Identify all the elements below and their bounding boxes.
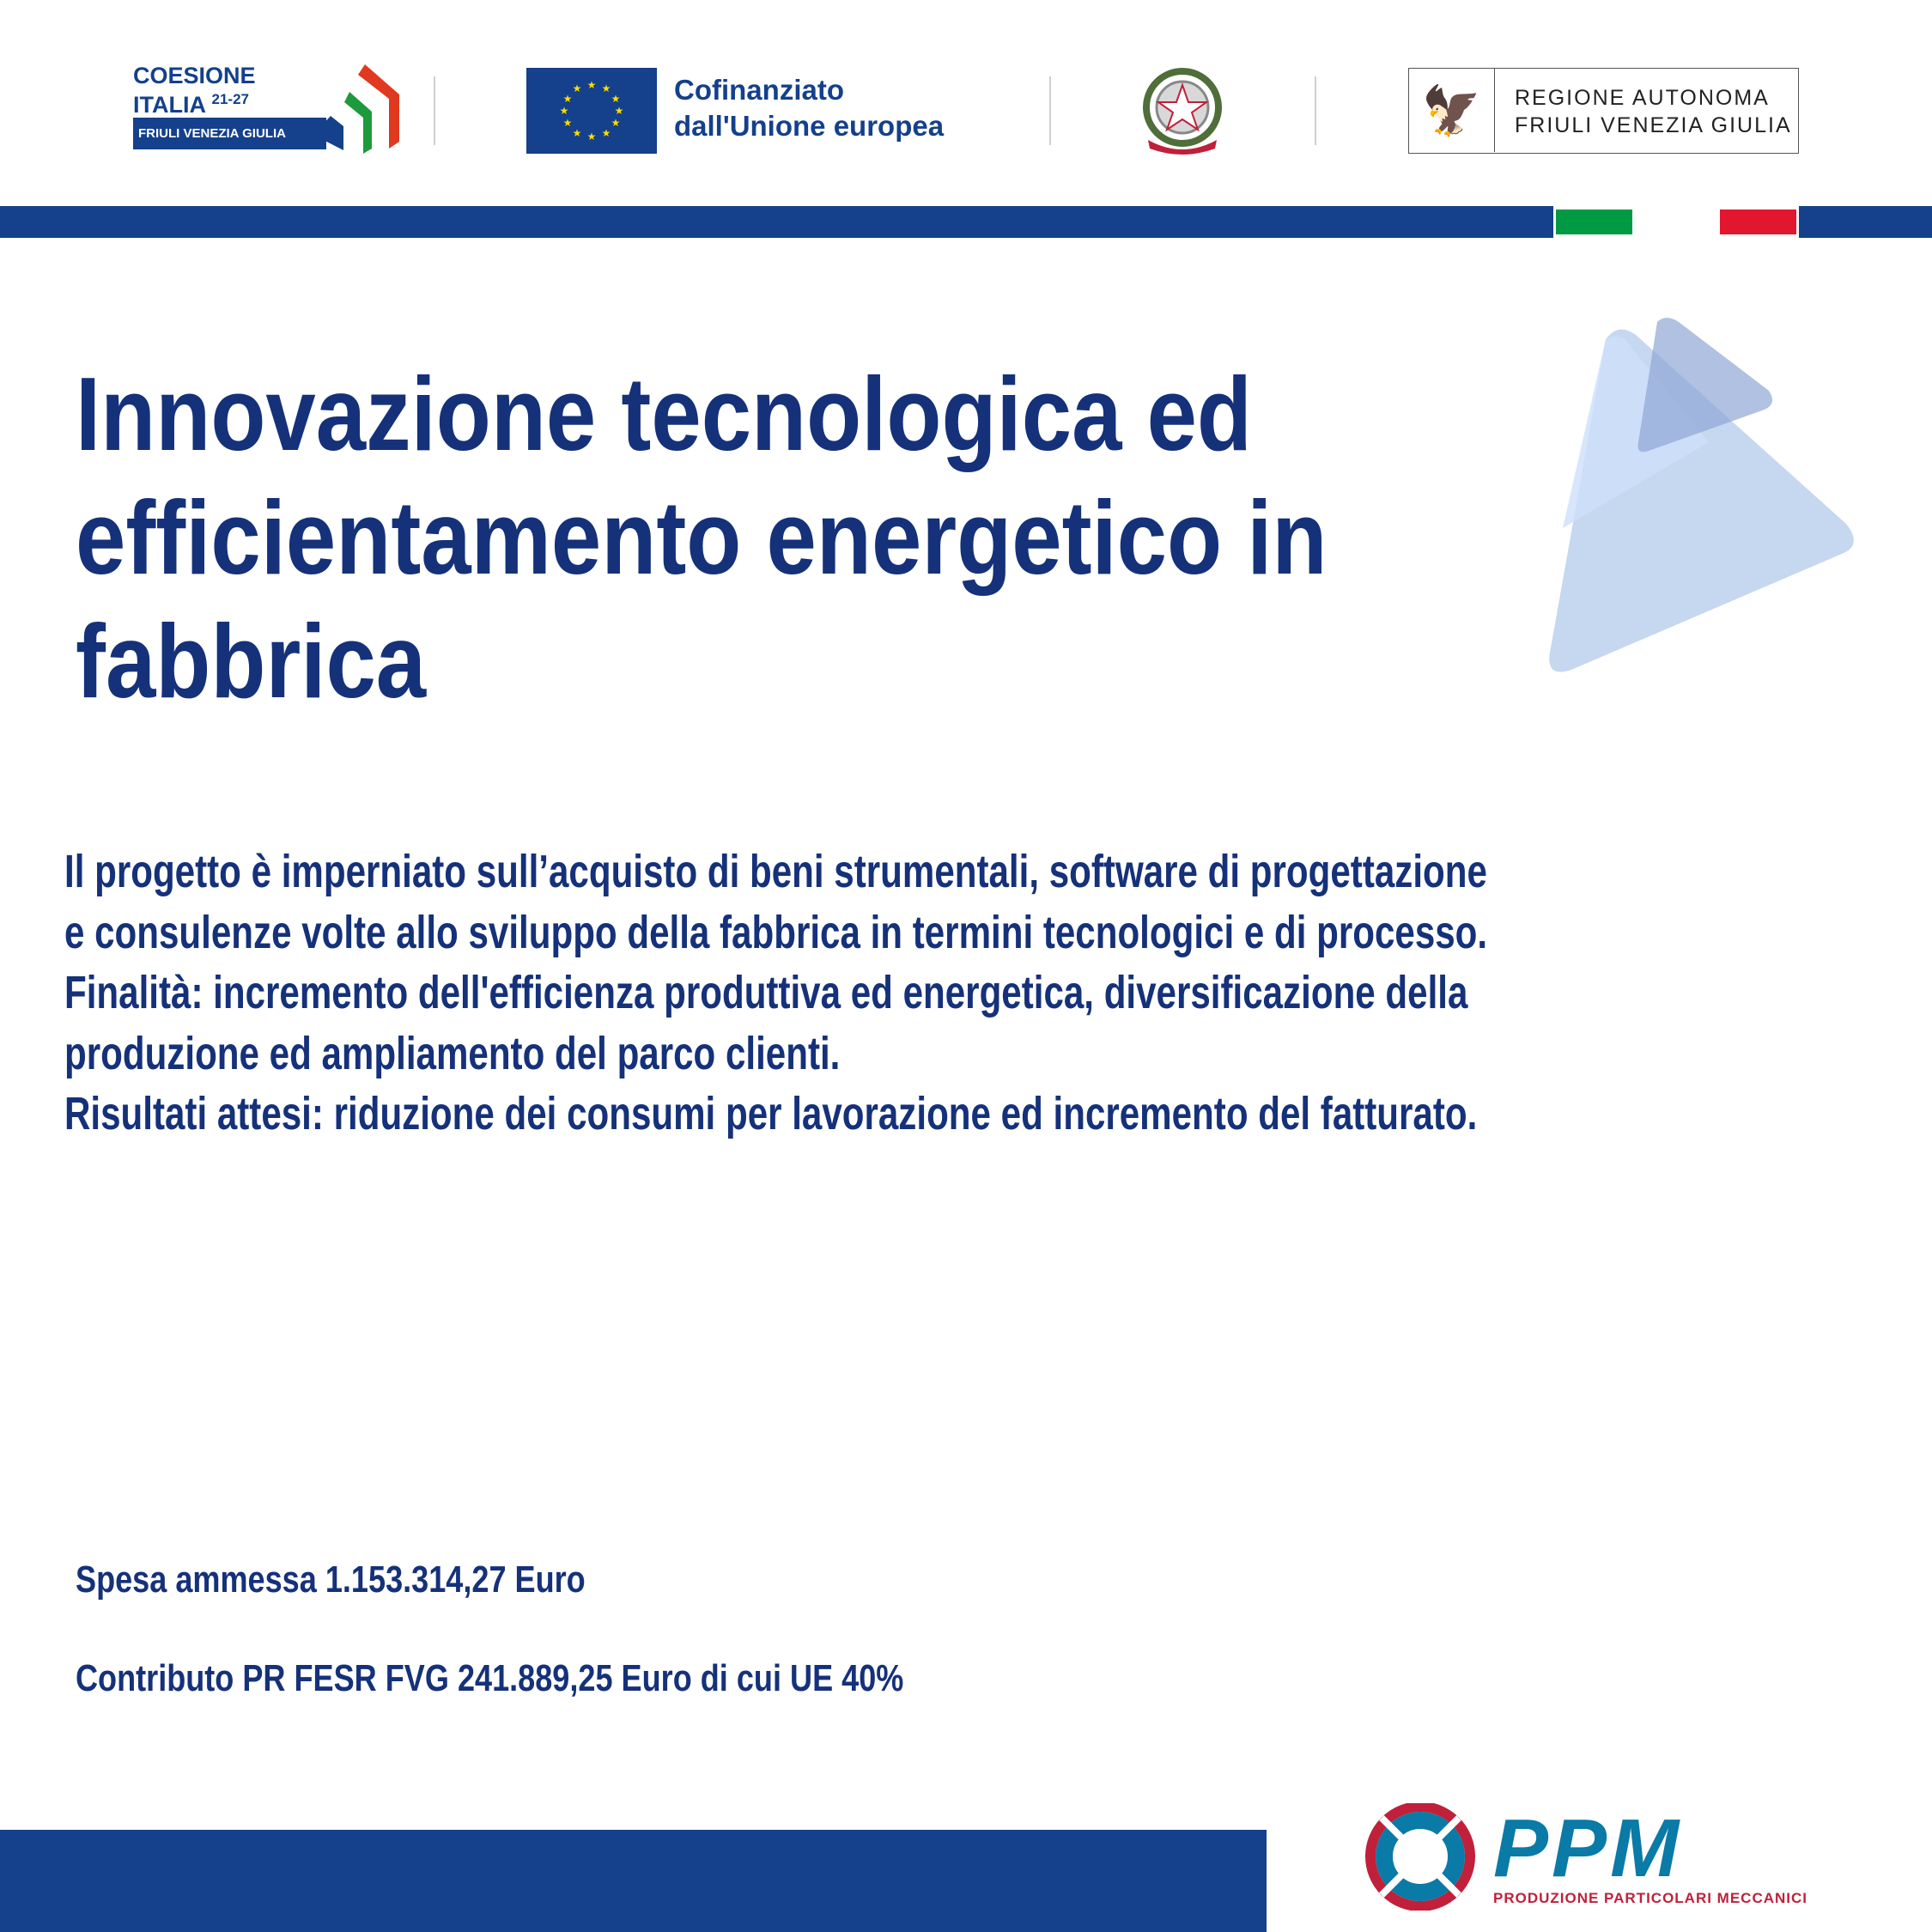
italian-flag [1553, 206, 1799, 238]
svg-text:★: ★ [587, 79, 597, 91]
region-badge: FRIULI VENEZIA GIULIA [133, 118, 326, 149]
coesione-text: COESIONE [133, 63, 256, 88]
svg-text:★: ★ [573, 127, 582, 139]
italian-republic-emblem-icon [1143, 68, 1222, 155]
svg-text:★: ★ [602, 82, 611, 94]
svg-text:★: ★ [573, 82, 582, 94]
description-line: Risultati attesi: riduzione dei consumi … [64, 1088, 1478, 1139]
ppm-wordmark: PPM [1493, 1802, 1683, 1894]
footer-bar [0, 1830, 1267, 1932]
divider [1315, 76, 1316, 145]
regione-fvg-logo: 🦅 REGIONE AUTONOMA FRIULI VENEZIA GIULIA [1408, 68, 1799, 154]
title-line: fabbrica [76, 603, 427, 720]
project-description: Il progetto è imperniato sull’acquisto d… [64, 841, 1487, 1145]
description-line: e consulenze volte allo sviluppo della f… [64, 906, 1488, 958]
divider [1049, 76, 1051, 145]
eu-cofinanziato-text: Cofinanziato [674, 74, 844, 106]
description-line: Il progetto è imperniato sull’acquisto d… [64, 846, 1487, 897]
ppm-ring-icon [1365, 1803, 1475, 1911]
coesione-italia-logo: COESIONE ITALIA 21-27 FRIULI VENEZIA GIU… [133, 64, 399, 155]
page-title: Innovazione tecnologica ed efficientamen… [76, 352, 1327, 723]
ppm-logo: PPM PRODUZIONE PARTICOLARI MECCANICI [1364, 1799, 1807, 1911]
eu-union-text: dall'Unione europea [674, 110, 945, 142]
contributo: Contributo PR FESR FVG 241.889,25 Euro d… [76, 1657, 904, 1699]
svg-text:★: ★ [602, 127, 611, 139]
svg-text:★: ★ [611, 117, 621, 129]
italia-text: ITALIA 21-27 [133, 91, 249, 118]
description-line: produzione ed ampliamento del parco clie… [64, 1027, 841, 1079]
svg-text:★: ★ [615, 105, 624, 117]
decorative-triangles [1549, 318, 1854, 672]
spesa-ammessa: Spesa ammessa 1.153.314,27 Euro [76, 1558, 586, 1601]
svg-text:★: ★ [563, 93, 573, 105]
svg-text:★: ★ [611, 93, 621, 105]
eagle-icon: 🦅 [1409, 69, 1495, 152]
ppm-tagline: PRODUZIONE PARTICOLARI MECCANICI [1493, 1890, 1808, 1906]
svg-text:★: ★ [560, 105, 569, 117]
divider [434, 76, 435, 145]
title-line: efficientamento energetico in [76, 479, 1327, 596]
title-line: Innovazione tecnologica ed [76, 355, 1253, 472]
regione-line2: FRIULI VENEZIA GIULIA [1515, 113, 1792, 137]
eu-flag-icon: ★ ★ ★ ★ ★ ★ ★ ★ ★ ★ ★ ★ [526, 68, 657, 154]
svg-text:★: ★ [563, 117, 573, 129]
coesione-arrow-icon [313, 64, 399, 154]
description-line: Finalità: incremento dell'efficienza pro… [64, 967, 1468, 1018]
svg-text:★: ★ [587, 131, 597, 143]
regione-line1: REGIONE AUTONOMA [1515, 86, 1770, 110]
